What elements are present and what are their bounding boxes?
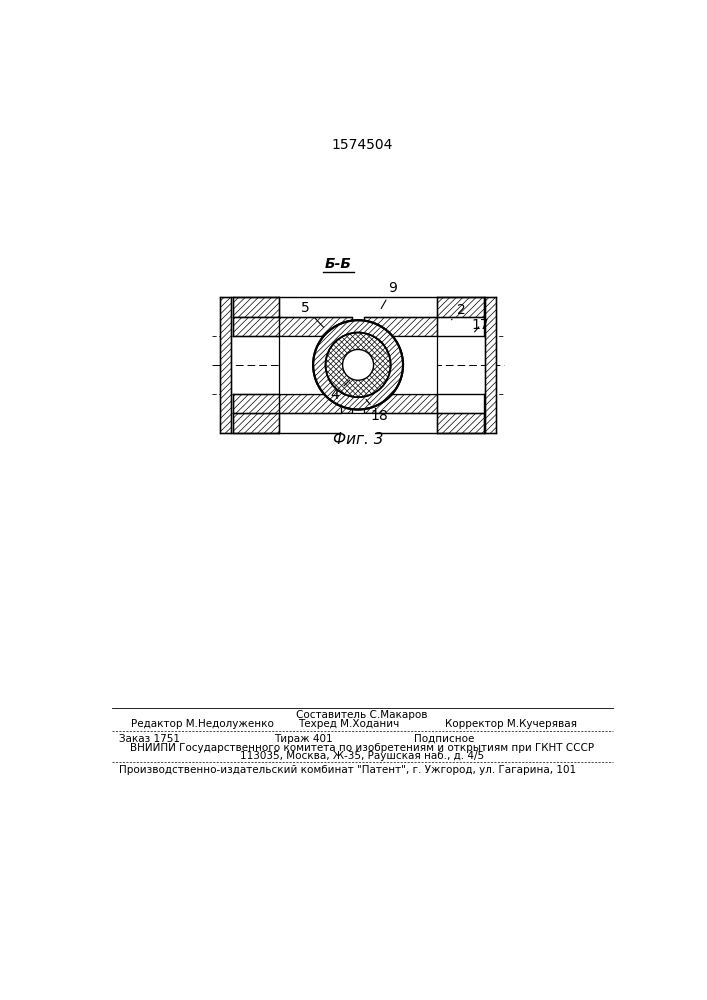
Text: 2: 2 [452,303,465,320]
Polygon shape [437,413,484,433]
Text: 17: 17 [472,318,489,332]
Text: 4: 4 [330,380,350,402]
Text: Заказ 1751: Заказ 1751 [119,734,180,744]
Circle shape [325,333,391,397]
Text: Редактор М.Недолуженко: Редактор М.Недолуженко [131,719,274,729]
Text: Техред М.Ходанич: Техред М.Ходанич [298,719,399,729]
Circle shape [343,349,373,380]
Polygon shape [233,413,279,433]
Circle shape [313,320,403,410]
Bar [341,413,375,831]
Text: 9: 9 [381,281,397,309]
Text: Тираж 401: Тираж 401 [274,734,333,744]
Text: Фиг. 3: Фиг. 3 [333,432,383,447]
Polygon shape [485,297,496,433]
Bar [364,336,437,394]
Text: 1574504: 1574504 [332,138,392,152]
Bar [279,336,352,394]
Polygon shape [437,297,484,317]
Text: 5: 5 [301,301,324,327]
Polygon shape [364,317,437,336]
Text: Корректор М.Кучерявая: Корректор М.Кучерявая [445,719,577,729]
Polygon shape [233,394,352,413]
Text: 18: 18 [366,399,389,423]
Polygon shape [233,317,352,336]
Text: Составитель С.Макаров: Составитель С.Макаров [296,710,428,720]
Polygon shape [220,297,231,433]
Text: ВНИИПИ Государственного комитета по изобретениям и открытиям при ГКНТ СССР: ВНИИПИ Государственного комитета по изоб… [130,743,594,753]
Text: 113035, Москва, Ж-35, Раушская наб., д. 4/5: 113035, Москва, Ж-35, Раушская наб., д. … [240,751,484,761]
Text: Б-Б: Б-Б [325,257,352,271]
Text: Производственно-издательский комбинат "Патент", г. Ужгород, ул. Гагарина, 101: Производственно-издательский комбинат "П… [119,765,576,775]
Text: Подписное: Подписное [414,734,474,744]
Polygon shape [233,297,279,317]
Polygon shape [364,394,437,413]
